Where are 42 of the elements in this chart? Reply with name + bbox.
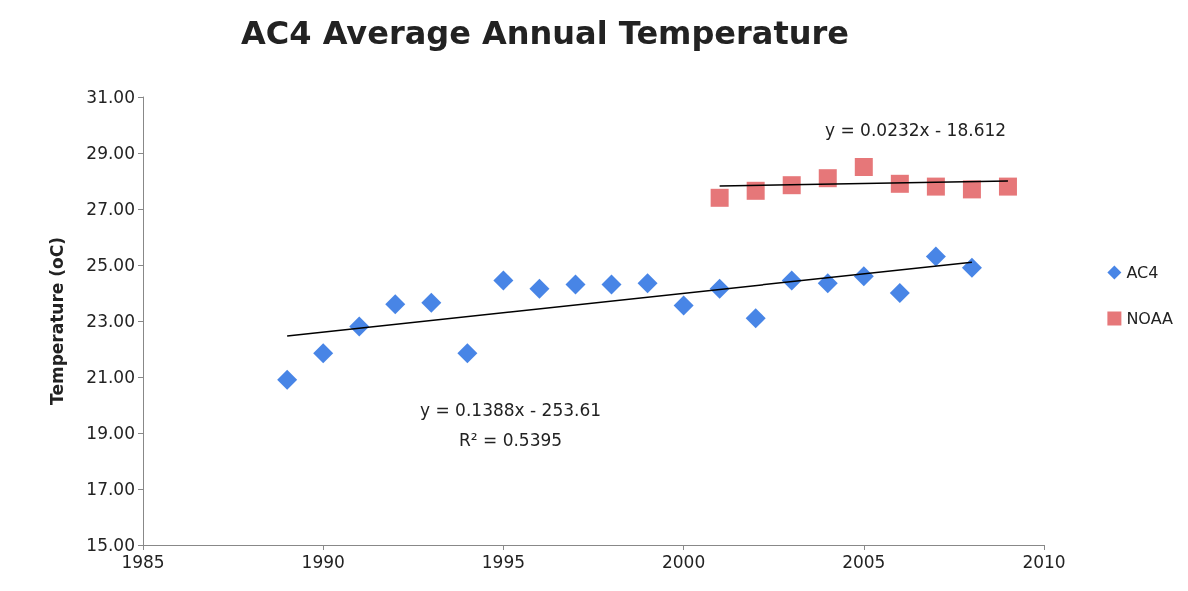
y-tick-label: 27.00 [86, 199, 135, 219]
y-tick-label: 25.00 [86, 255, 135, 275]
chart-title: AC4 Average Annual Temperature [241, 14, 849, 52]
point [601, 274, 622, 295]
legend-label: AC4 [1126, 263, 1159, 282]
point [889, 283, 910, 303]
y-axis-title: Temperature (oC) [46, 237, 67, 405]
point [926, 177, 945, 196]
point [745, 308, 766, 329]
point [565, 274, 586, 295]
point [854, 158, 873, 176]
annotation: y = 0.1388x - 253.61 R² = 0.5395 [419, 400, 602, 450]
y-tick-label: 19.00 [86, 423, 135, 443]
x-tick-label: 2000 [661, 551, 706, 572]
y-tick-label: 31.00 [86, 87, 135, 107]
annotation: y = 0.0232x - 18.612 [824, 120, 1007, 140]
point [493, 270, 514, 291]
point [421, 292, 442, 313]
point [961, 257, 982, 278]
point [385, 294, 406, 315]
x-tick-label: 1990 [301, 551, 345, 572]
point [313, 343, 334, 364]
point [710, 188, 729, 207]
legend-label: NOAA [1126, 309, 1174, 328]
x-tick-label: 2005 [842, 551, 886, 572]
point [529, 278, 550, 299]
point [962, 180, 981, 199]
point [746, 181, 765, 200]
point [277, 369, 298, 390]
x-tick-label: 1995 [481, 551, 526, 572]
point [782, 176, 801, 195]
y-tick-label: 29.00 [86, 143, 135, 163]
point [673, 295, 694, 316]
point [457, 343, 478, 364]
point [998, 177, 1017, 196]
y-tick-label: 23.00 [86, 311, 135, 331]
y-tick-label: 17.00 [86, 479, 135, 499]
point [637, 273, 658, 294]
point [817, 273, 838, 294]
y-tick-label: 21.00 [86, 367, 135, 387]
x-tick-label: 2010 [1022, 551, 1066, 572]
point [925, 246, 946, 267]
